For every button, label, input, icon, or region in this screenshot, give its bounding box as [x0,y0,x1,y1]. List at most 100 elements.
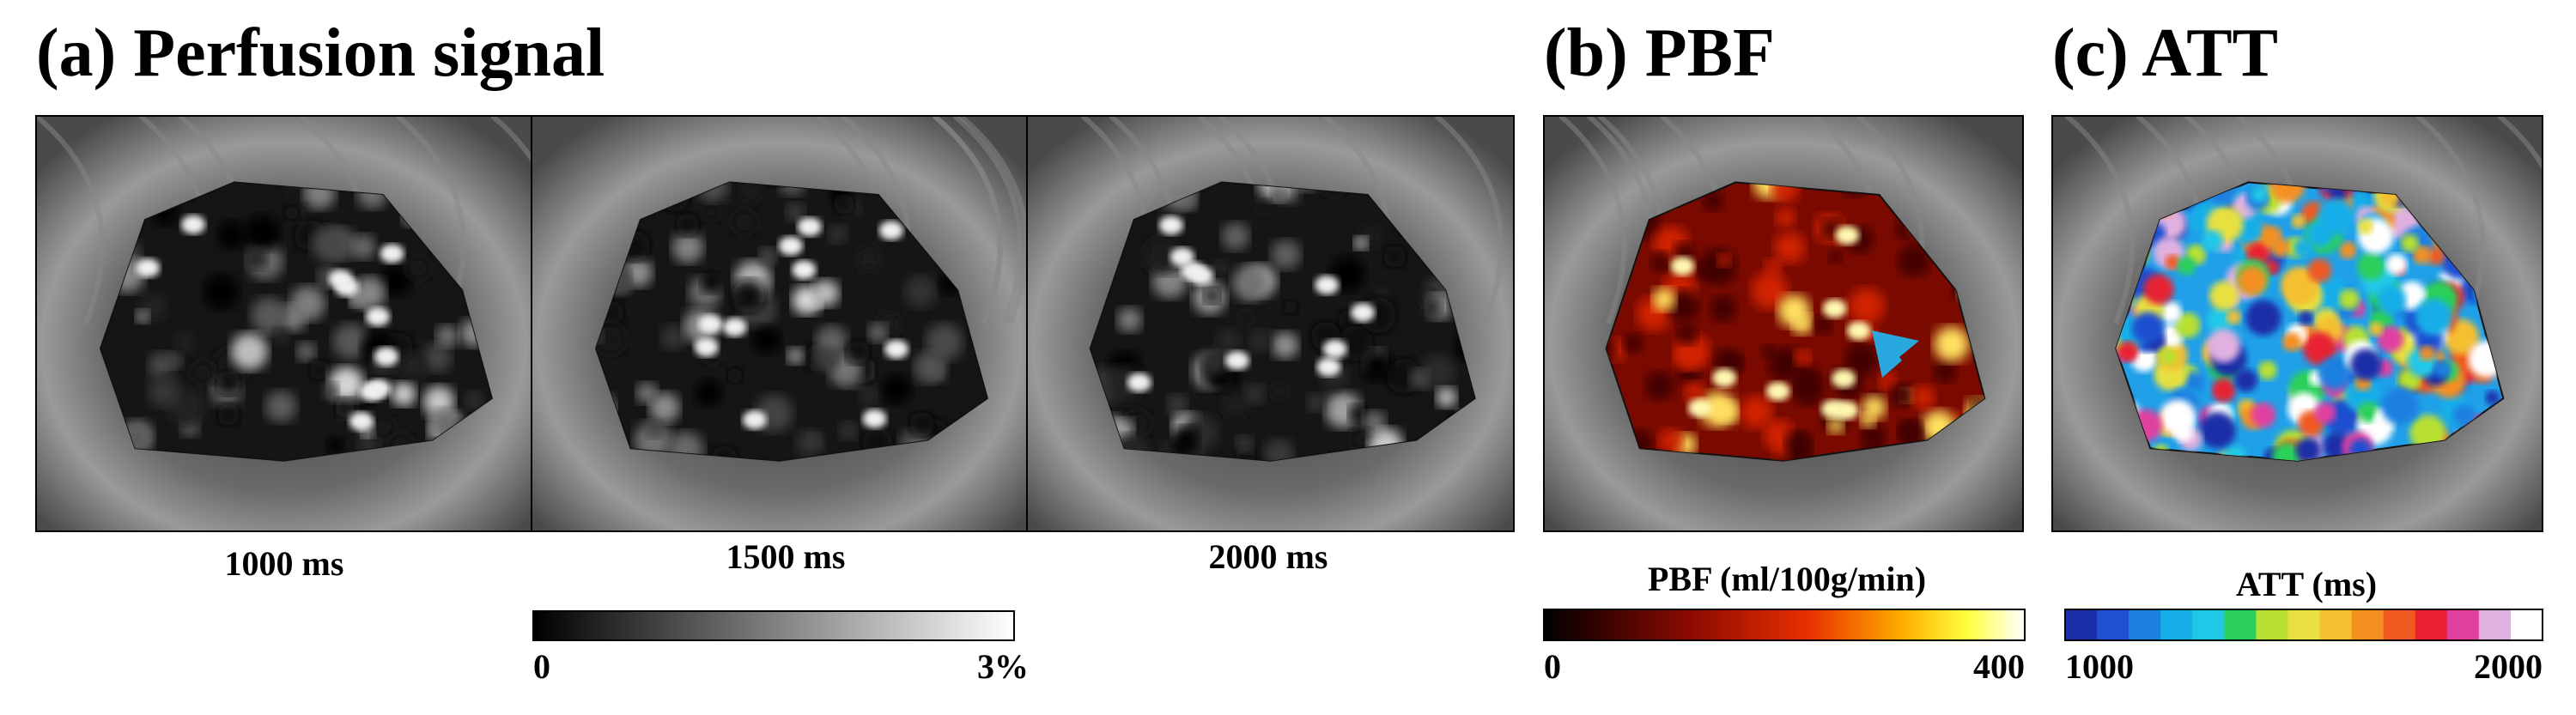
hotspot [797,217,822,237]
colorbar-cell [2129,609,2161,640]
speckle [660,324,686,350]
mri-image [35,115,532,532]
speckle [881,374,912,405]
image-content [1544,116,2023,531]
speckle [1794,348,1811,367]
speckle [813,346,840,373]
speckle [435,324,459,348]
speckle [1349,427,1373,451]
speckle [1167,394,1188,415]
speckle [1436,387,1457,408]
speckle [1329,256,1365,292]
hotspot [1316,357,1341,377]
colorbar-cell [2415,609,2448,640]
speckle [1760,344,1776,359]
colorbar-cell [2192,609,2225,640]
speckle [1699,248,1737,286]
hotspot [334,277,359,297]
speckle [2207,306,2234,334]
speckle [1774,232,1806,264]
speckle [1771,182,1800,203]
speckle [174,332,195,353]
colorbar-min: 1000 [2065,647,2134,686]
hotspot [1822,299,1847,318]
frame [2051,115,2543,532]
speckle [1271,383,1288,400]
speckle [732,279,765,313]
colorbar-label: PBF (ml/100g/min) [1648,560,1926,598]
speckle [1409,368,1430,390]
colorbar [532,610,1015,641]
speckle [1898,421,1923,446]
speckle [2286,272,2317,303]
speckle [1420,297,1443,318]
colorbar-max: 2000 [2474,647,2543,686]
speckle [1828,250,1843,264]
panel-title: (b) PBF [1544,15,1775,91]
speckle [1348,403,1368,423]
hotspot [1670,257,1695,276]
speckle [2143,274,2174,305]
speckle [726,367,744,384]
speckle [2350,348,2382,380]
speckle [2263,226,2282,245]
speckle [1860,424,1886,451]
speckle [2433,360,2451,379]
colorbar-label: ATT (ms) [2236,565,2377,603]
speckle [1777,294,1811,327]
speckle [216,371,240,396]
speckle [909,411,935,437]
hotspot [374,347,399,367]
speckle [1236,435,1254,453]
hotspot [1351,303,1376,323]
speckle [290,286,325,321]
speckle [914,351,947,384]
speckle [2357,218,2374,235]
speckle [1203,287,1221,304]
speckle [1338,325,1373,361]
speckle [2338,288,2360,310]
hotspot [742,410,767,430]
speckle [2293,239,2313,258]
hotspot [778,236,803,256]
speckle [1363,410,1386,434]
speckle [465,391,484,410]
speckle [2245,300,2281,336]
colorbar-max: 400 [1973,647,2025,686]
speckle [391,381,416,407]
speckle [1784,431,1812,458]
speckle [2177,256,2196,276]
speckle [1623,333,1643,354]
speckle [2183,371,2205,393]
speckle [1272,331,1299,359]
texture [952,116,1024,325]
speckle [867,323,888,342]
speckle [2172,421,2194,442]
speckle [2339,241,2357,259]
speckle [1221,222,1249,251]
speckle [2211,379,2236,403]
speckle [398,351,427,379]
speckle [1716,253,1731,268]
speckle [1361,350,1393,383]
image-label: 2000 ms [1209,537,1328,576]
speckle [672,232,704,264]
speckle [2307,258,2332,283]
speckle [217,220,247,250]
speckle [352,276,386,310]
speckle [1710,294,1737,323]
speckle [148,352,175,379]
speckle [811,279,840,307]
speckle [1264,439,1294,461]
hotspot [359,382,384,402]
hotspot [1687,398,1712,418]
speckle [828,224,848,245]
speckle [1751,272,1789,309]
hotspot [181,215,206,234]
speckle [311,226,347,262]
speckle [1248,329,1272,353]
texture [1434,116,1504,325]
speckle [422,342,453,373]
speckle [350,234,376,260]
hotspot [722,318,747,337]
